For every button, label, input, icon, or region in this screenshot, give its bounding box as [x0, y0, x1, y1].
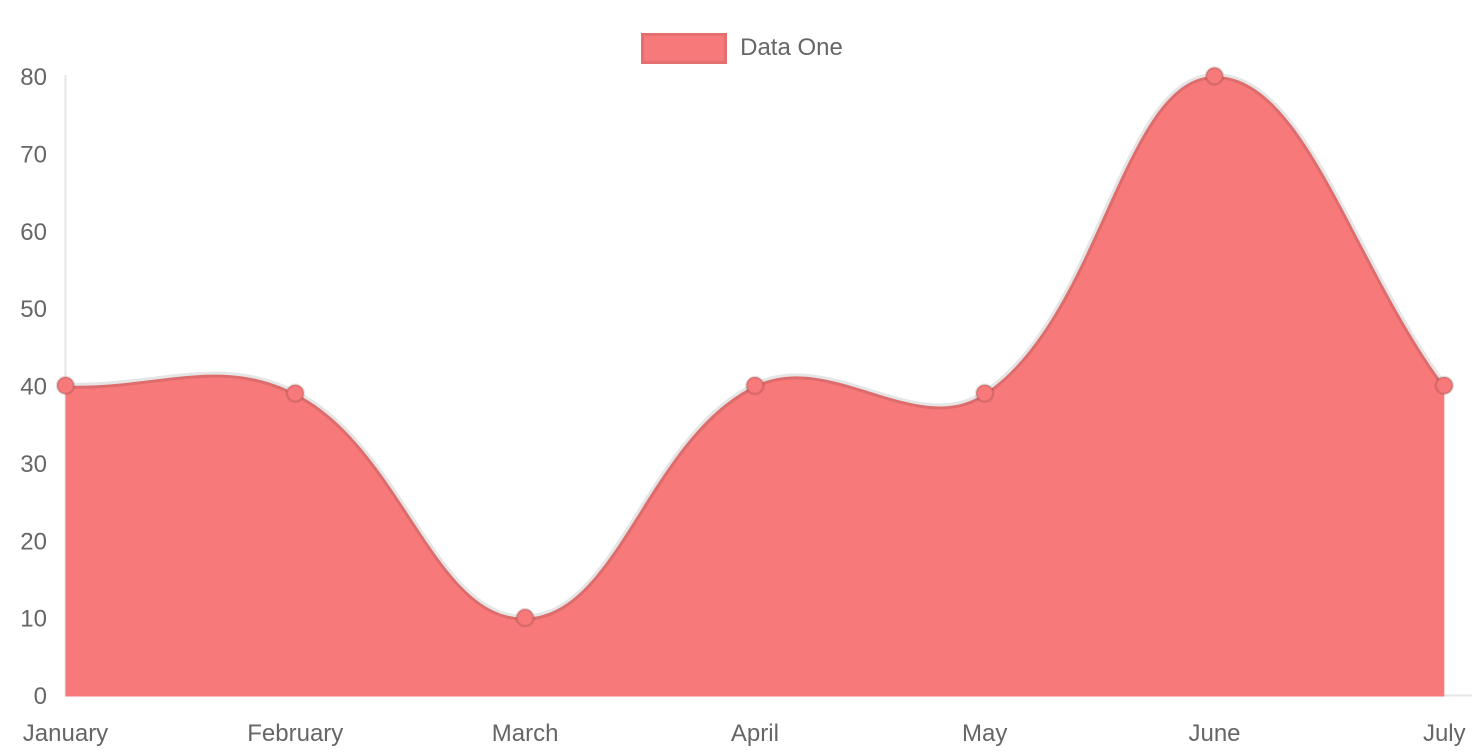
data-point-june[interactable]	[1204, 66, 1225, 86]
y-axis-tick-label: 50	[20, 296, 47, 323]
x-axis-label: February	[247, 720, 343, 747]
data-point-april[interactable]	[745, 375, 765, 396]
y-axis-tick-label: 20	[20, 528, 47, 555]
data-point-may[interactable]	[974, 383, 995, 403]
x-axis-label: May	[962, 720, 1007, 747]
x-axis-label: March	[492, 720, 559, 747]
legend-item-data-one[interactable]: Data One	[0, 32, 1484, 64]
x-axis-label: July	[1423, 720, 1466, 747]
data-point-february[interactable]	[285, 383, 306, 403]
y-axis-tick-label: 60	[20, 219, 47, 246]
x-axis-label: April	[731, 720, 779, 747]
data-point-july[interactable]	[1434, 375, 1455, 396]
y-axis-tick-label: 0	[34, 683, 47, 710]
x-axis-label: January	[23, 720, 108, 747]
y-axis-tick-label: 40	[20, 374, 47, 401]
data-point-january[interactable]	[55, 375, 76, 396]
x-axis-label: June	[1188, 720, 1240, 747]
y-axis-tick-label: 10	[20, 606, 47, 633]
legend-label: Data One	[740, 34, 843, 61]
legend-swatch	[641, 32, 728, 64]
y-axis-tick-label: 70	[20, 141, 47, 168]
y-axis-tick-label: 30	[20, 451, 47, 478]
y-axis-tick-label: 80	[20, 64, 47, 91]
data-point-march[interactable]	[515, 607, 535, 628]
